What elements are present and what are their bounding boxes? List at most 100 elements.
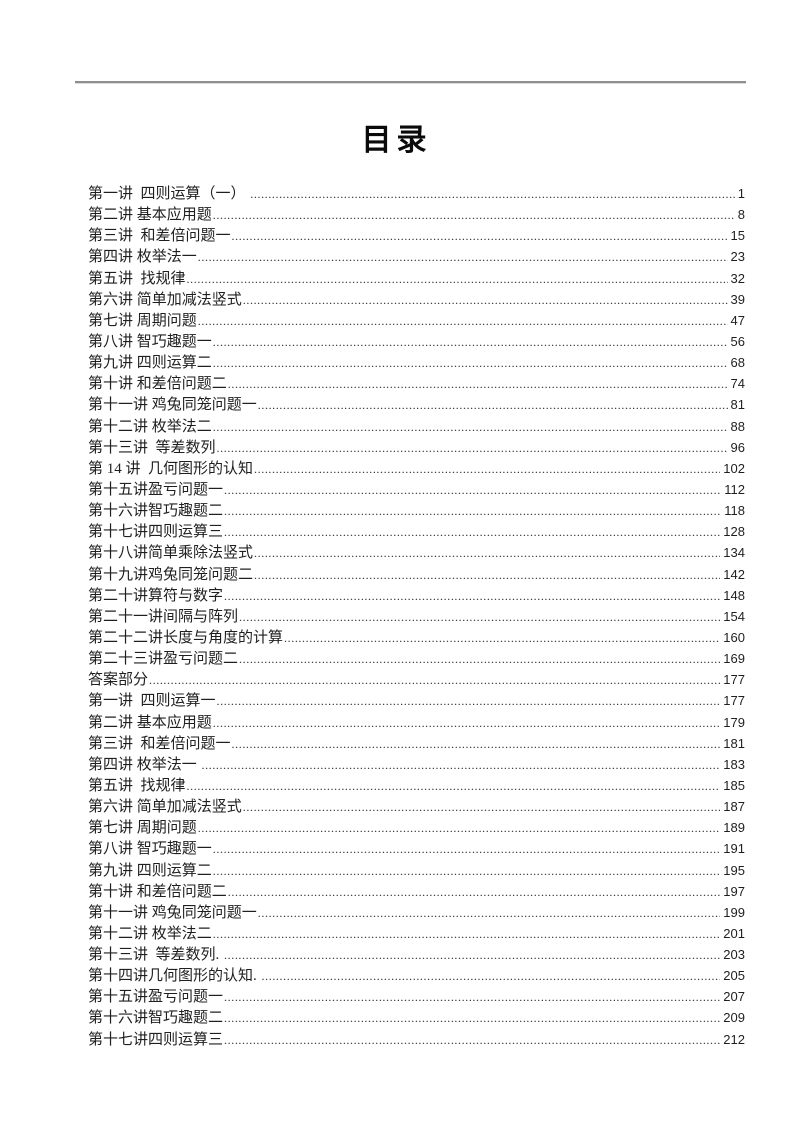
toc-entry[interactable]: 第十九讲鸡兔同笼问题二 142 <box>88 563 745 584</box>
toc-entry[interactable]: 第十五讲盈亏问题一 112 <box>88 478 745 499</box>
toc-dot-leader <box>224 1011 720 1026</box>
toc-entry[interactable]: 第四讲 枚举法一 183 <box>88 753 745 774</box>
toc-dot-leader <box>213 420 728 435</box>
toc-entry[interactable]: 第九讲 四则运算二 68 <box>88 351 745 372</box>
toc-dot-leader <box>213 842 721 857</box>
toc-entry[interactable]: 第十七讲四则运算三 128 <box>88 520 745 541</box>
toc-entry-page: 148 <box>723 587 745 603</box>
toc-entry-page: 74 <box>730 376 745 392</box>
toc-dot-leader <box>243 800 721 815</box>
toc-entry[interactable]: 第七讲 周期问题 47 <box>88 309 745 330</box>
toc-entry[interactable]: 第四讲 枚举法一 23 <box>88 245 745 266</box>
toc-entry[interactable]: 答案部分 177 <box>88 668 745 689</box>
toc-entry[interactable]: 第十八讲简单乘除法竖式 134 <box>88 541 745 562</box>
toc-entry[interactable]: 第九讲 四则运算二 195 <box>88 859 745 880</box>
toc-dot-leader <box>224 504 721 519</box>
toc-entry[interactable]: 第八讲 智巧趣题一 191 <box>88 837 745 858</box>
toc-entry[interactable]: 第五讲 找规律 185 <box>88 774 745 795</box>
toc-entry-page: 169 <box>723 651 745 667</box>
toc-entry[interactable]: 第十六讲智巧趣题二 118 <box>88 499 745 520</box>
toc-entry-label: 第八讲 智巧趣题一 <box>88 841 212 858</box>
toc-dot-leader <box>213 356 728 371</box>
toc-entry-label: 第五讲 找规律 <box>88 270 186 287</box>
toc-entry-label: 第 14 讲 几何图形的认知 <box>88 460 254 477</box>
toc-entry-label: 第七讲 周期问题 <box>88 820 197 837</box>
toc-entry[interactable]: 第十五讲盈亏问题一 207 <box>88 985 745 1006</box>
toc-entry[interactable]: 第十四讲几何图形的认知. 205 <box>88 964 745 985</box>
toc-dot-leader <box>198 314 728 329</box>
toc-entry-label: 第十一讲 鸡兔同笼问题一 <box>88 397 257 414</box>
toc-entry[interactable]: 第六讲 简单加减法竖式 39 <box>88 288 745 309</box>
toc-entry[interactable]: 第二十一讲间隔与阵列 154 <box>88 605 745 626</box>
toc-entry[interactable]: 第二十讲算符与数字 148 <box>88 584 745 605</box>
toc-entry[interactable]: 第七讲 周期问题 189 <box>88 816 745 837</box>
toc-entry-page: 209 <box>723 1010 745 1026</box>
toc-entry[interactable]: 第二十三讲盈亏问题二 169 <box>88 647 745 668</box>
toc-entry[interactable]: 第十二讲 枚举法二 88 <box>88 415 745 436</box>
toc-dot-leader <box>224 525 720 540</box>
toc-entry-label: 第八讲 智巧趣题一 <box>88 333 212 350</box>
toc-entry-label: 第十三讲 等差数列 <box>88 439 216 456</box>
toc-entry-page: 32 <box>730 270 745 286</box>
toc-entry-label: 第九讲 四则运算二 <box>88 862 212 879</box>
toc-dot-leader <box>239 652 720 667</box>
toc-entry-label: 第四讲 枚举法一 <box>88 249 197 266</box>
toc-dot-leader <box>284 631 720 646</box>
toc-entry-label: 第六讲 简单加减法竖式 <box>88 291 242 308</box>
toc-dot-leader <box>224 1033 720 1048</box>
toc-entry-page: 177 <box>723 672 745 688</box>
toc-entry[interactable]: 第六讲 简单加减法竖式 187 <box>88 795 745 816</box>
toc-entry[interactable]: 第三讲 和差倍问题一 181 <box>88 732 745 753</box>
toc-dot-leader <box>224 948 720 963</box>
toc-entry-label: 第十六讲智巧趣题二 <box>88 1010 224 1027</box>
toc-entry-label: 第十一讲 鸡兔同笼问题一 <box>88 904 257 921</box>
toc-entry-page: 185 <box>723 777 745 793</box>
toc-entry-label: 第二十二讲长度与角度的计算 <box>88 629 284 646</box>
toc-entry[interactable]: 第一讲 四则运算一 177 <box>88 689 745 710</box>
toc-entry[interactable]: 第八讲 智巧趣题一 56 <box>88 330 745 351</box>
toc-entry[interactable]: 第一讲 四则运算（一） 1 <box>88 182 745 203</box>
toc-dot-leader <box>198 821 721 836</box>
toc-entry-page: 1 <box>737 186 745 201</box>
toc-entry[interactable]: 第十讲 和差倍问题二 74 <box>88 372 745 393</box>
toc-entry[interactable]: 第二讲 基本应用题 179 <box>88 711 745 732</box>
toc-dot-leader <box>254 546 720 561</box>
toc-entry-label: 第二讲 基本应用题 <box>88 714 212 731</box>
toc-dot-leader <box>213 335 728 350</box>
toc-entry-label: 第十二讲 枚举法二 <box>88 925 212 942</box>
toc-entry-page: 39 <box>730 291 745 307</box>
toc-entry-page: 154 <box>723 608 745 624</box>
toc-entry[interactable]: 第十一讲 鸡兔同笼问题一 81 <box>88 393 745 414</box>
toc-entry[interactable]: 第二十二讲长度与角度的计算 160 <box>88 626 745 647</box>
toc-entry[interactable]: 第十讲 和差倍问题二 197 <box>88 880 745 901</box>
toc-entry[interactable]: 第十七讲四则运算三 212 <box>88 1028 745 1049</box>
toc-entry-page: 199 <box>723 904 745 920</box>
toc-entry-page: 81 <box>730 397 745 413</box>
toc-entry-page: 160 <box>723 629 745 645</box>
toc-entry[interactable]: 第三讲 和差倍问题一 15 <box>88 224 745 245</box>
toc-entry-page: 212 <box>723 1031 745 1047</box>
toc-dot-leader <box>258 906 721 921</box>
toc-entry-page: 207 <box>723 989 745 1005</box>
toc-dot-leader <box>213 716 721 731</box>
toc-entry-page: 197 <box>723 883 745 899</box>
toc-entry-label: 第十七讲四则运算三 <box>88 1031 224 1048</box>
toc-entry[interactable]: 第十二讲 枚举法二 201 <box>88 922 745 943</box>
toc-entry[interactable]: 第十三讲 等差数列 96 <box>88 436 745 457</box>
toc-entry-page: 15 <box>730 228 745 244</box>
toc-entry[interactable]: 第十一讲 鸡兔同笼问题一 199 <box>88 901 745 922</box>
toc-entry-page: 96 <box>730 439 745 455</box>
toc-entry[interactable]: 第十六讲智巧趣题二 209 <box>88 1006 745 1027</box>
toc-dot-leader <box>213 864 721 879</box>
toc-entry-label: 第六讲 简单加减法竖式 <box>88 799 242 816</box>
toc-dot-leader <box>254 462 720 477</box>
toc-entry[interactable]: 第五讲 找规律 32 <box>88 267 745 288</box>
toc-entry-label: 第三讲 和差倍问题一 <box>88 228 231 245</box>
toc-entry-page: 88 <box>730 418 745 434</box>
toc-entry[interactable]: 第 14 讲 几何图形的认知 102 <box>88 457 745 478</box>
toc-entry[interactable]: 第十三讲 等差数列. 203 <box>88 943 745 964</box>
toc-entry[interactable]: 第二讲 基本应用题 8 <box>88 203 745 224</box>
toc-entry-page: 8 <box>737 207 745 223</box>
